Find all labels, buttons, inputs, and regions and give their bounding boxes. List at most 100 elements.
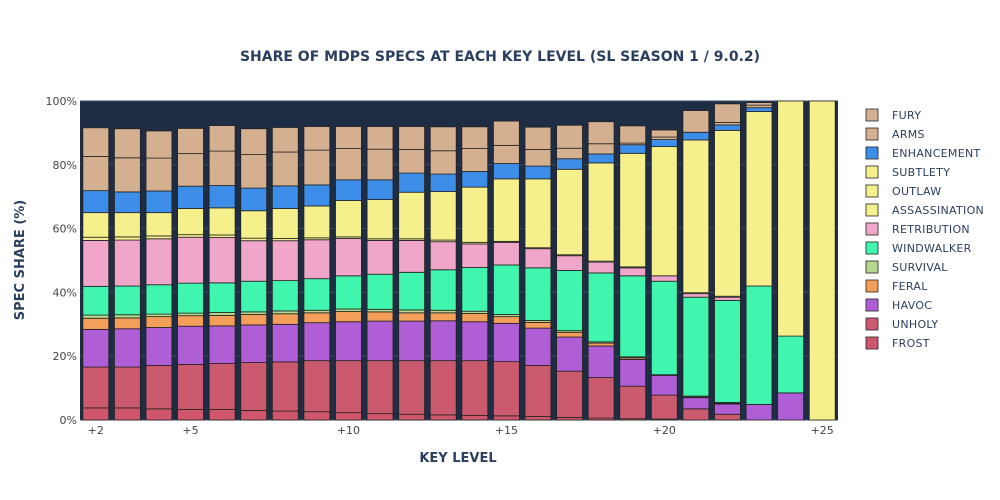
bar-subtlety-19 [619,152,647,268]
bar-frost-12 [398,413,425,421]
x-tick-label: +10 [337,424,360,437]
bar-subtlety-18 [587,162,615,262]
bar-unholy-10 [335,360,362,414]
bar-enhancement-20 [650,139,678,148]
bar-subtlety-12 [398,191,425,240]
bar-windwalker-3 [114,285,141,316]
bar-feral-10 [335,311,362,323]
bar-fury-21 [682,110,710,133]
bar-fury-14 [461,126,489,149]
y-axis-ticks: 0% 20% 40% 60% 80% 100% [46,95,77,427]
bar-subtlety-14 [461,186,489,243]
bar-fury-10 [335,126,362,149]
legend-label-unholy: UNHOLY [892,318,938,331]
bar-feral-2 [82,317,110,330]
bar-arms-8 [271,151,299,187]
bar-retribution-13 [429,241,457,271]
legend-swatch-fury [865,108,879,122]
bar-enhancement-19 [619,144,647,154]
bar-arms-12 [398,149,425,174]
bar-windwalker-17 [556,269,583,332]
bar-unholy-14 [461,360,489,416]
bar-survival-12 [398,309,425,314]
bar-feral-8 [271,313,299,325]
bar-retribution-7 [240,240,268,282]
x-tick-label: +5 [182,424,198,437]
bar-unholy-18 [587,377,615,419]
legend-swatch-survival [865,260,879,274]
bar-havoc-20 [650,374,678,396]
bar-arms-6 [208,150,236,186]
bar-subtlety-11 [366,199,394,240]
bar-enhancement-12 [398,172,425,193]
bar-retribution-6 [208,237,236,284]
bar-unholy-22 [714,413,741,421]
bar-windwalker-2 [82,285,110,316]
bar-frost-14 [461,415,489,421]
legend-label-assassination: ASSASSINATION [892,204,984,217]
bar-havoc-14 [461,321,489,362]
legend-label-survival: SURVIVAL [892,261,948,274]
bar-enhancement-4 [145,190,173,214]
bar-retribution-22 [714,296,741,301]
bar-frost-2 [82,407,110,421]
bar-havoc-11 [366,320,394,362]
x-axis-ticks: +2 +5 +10 +15 +20 +25 [88,424,834,437]
bar-windwalker-15 [493,264,520,315]
bar-windwalker-16 [524,267,552,321]
bar-havoc-19 [619,358,647,387]
bar-windwalker-8 [271,280,299,312]
chart-title: SHARE OF MDPS SPECS AT EACH KEY LEVEL (S… [240,49,760,65]
bar-frost-16 [524,416,552,421]
bar-unholy-15 [493,361,520,417]
y-tick-label: 80% [53,159,77,172]
bar-subtlety-25 [808,100,836,421]
y-tick-label: 20% [53,350,77,363]
x-tick-label: +15 [495,424,518,437]
bar-unholy-16 [524,365,552,417]
bar-feral-5 [177,315,204,327]
bar-havoc-24 [777,392,804,421]
bar-unholy-21 [682,408,710,421]
bar-retribution-2 [82,240,110,287]
y-tick-label: 0% [60,414,77,427]
bar-arms-4 [145,157,173,192]
bar-subtlety-13 [429,191,457,241]
bar-windwalker-7 [240,280,268,313]
bar-enhancement-15 [493,163,520,180]
legend-swatch-unholy [865,317,879,331]
bar-retribution-9 [303,239,331,280]
bar-arms-17 [556,147,583,160]
bar-havoc-2 [82,329,110,368]
bar-frost-5 [177,409,204,421]
bar-arms-14 [461,148,489,172]
bar-fury-2 [82,127,110,157]
bar-feral-6 [208,314,236,327]
legend-label-havoc: HAVOC [892,299,932,312]
bar-havoc-7 [240,324,268,363]
bar-subtlety-10 [335,200,362,238]
legend-label-retribution: RETRIBUTION [892,223,970,236]
bar-frost-7 [240,410,268,421]
bar-havoc-5 [177,325,204,365]
bar-feral-9 [303,312,331,324]
bar-havoc-22 [714,403,741,415]
bar-retribution-4 [145,238,173,286]
bar-havoc-12 [398,320,425,362]
bar-enhancement-3 [114,191,141,214]
bar-fury-4 [145,130,173,159]
bar-havoc-23 [745,403,773,421]
bar-fury-11 [366,126,394,150]
bar-unholy-9 [303,360,331,413]
bar-assassination-3 [114,236,141,241]
bar-havoc-9 [303,322,331,362]
bar-enhancement-22 [714,124,741,131]
bar-feral-16 [524,321,552,329]
bar-windwalker-14 [461,267,489,312]
bar-enhancement-7 [240,187,268,212]
bar-windwalker-6 [208,282,236,313]
bar-windwalker-12 [398,271,425,311]
bar-retribution-10 [335,238,362,277]
y-tick-label: 60% [53,223,77,236]
